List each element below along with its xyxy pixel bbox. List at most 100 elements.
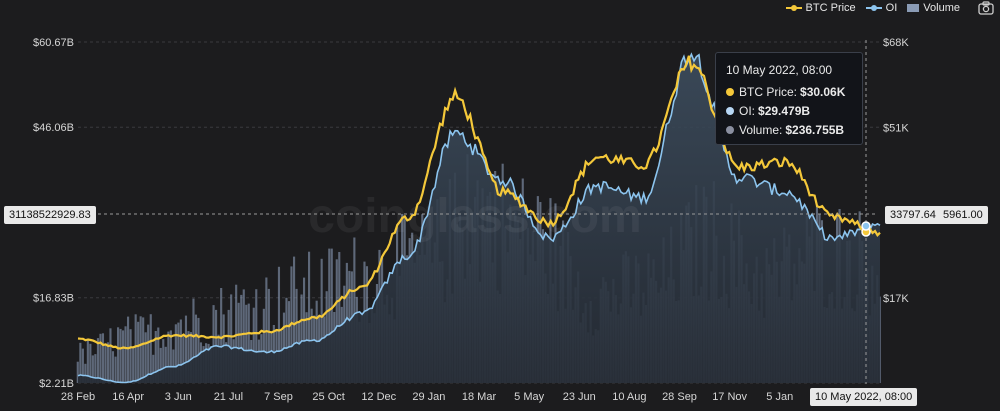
volume-bar	[124, 326, 127, 383]
x-tick-label: 5 May	[514, 391, 544, 403]
hover-tooltip: 10 May 2022, 08:00 BTC Price: $30.06K OI…	[715, 52, 863, 145]
volume-bar	[338, 252, 341, 383]
y-right-tick-label: $68K	[883, 37, 909, 49]
crosshair-right-value-a: 33797.64	[885, 206, 941, 224]
volume-bar	[134, 314, 137, 383]
x-tick-label: 25 Oct	[312, 391, 344, 403]
volume-bar	[139, 316, 142, 383]
volume-bar	[320, 258, 323, 383]
oi-area	[78, 54, 880, 384]
y-left-tick-label: $2.21B	[39, 378, 74, 390]
x-tick-label: 17 Nov	[712, 391, 747, 403]
volume-bar	[169, 330, 172, 383]
volume-bar	[300, 294, 303, 383]
volume-bar	[189, 332, 193, 383]
volume-bar	[129, 329, 132, 383]
x-tick-label: 28 Sep	[662, 391, 697, 403]
crosshair-right-value-b: 5961.00	[938, 206, 988, 224]
y-axis-right: $68K $51K $17K	[883, 37, 909, 305]
tooltip-title: 10 May 2022, 08:00	[726, 63, 833, 77]
volume-bar	[111, 351, 115, 383]
volume-bar	[237, 302, 240, 383]
volume-bar	[192, 298, 195, 383]
volume-bar	[119, 328, 122, 383]
volume-bar	[76, 361, 79, 383]
volume-bar	[157, 327, 160, 383]
legend: BTC Price OI Volume	[785, 2, 960, 14]
volume-bar	[247, 303, 250, 383]
volume-bar	[162, 339, 165, 383]
legend-label: BTC Price	[805, 2, 856, 14]
volume-bar	[179, 319, 182, 383]
volume-bar	[242, 289, 245, 383]
camera-icon[interactable]	[978, 1, 994, 15]
volume-bar	[127, 316, 130, 383]
x-tick-label: 5 Jan	[766, 391, 793, 403]
volume-bar	[187, 331, 190, 383]
volume-bar	[117, 327, 120, 383]
legend-swatch-btc	[785, 3, 802, 13]
volume-bar	[104, 343, 107, 383]
volume-bar	[152, 354, 155, 383]
legend-swatch-oi	[865, 3, 882, 13]
volume-bar	[184, 315, 188, 383]
volume-bar	[328, 248, 331, 383]
y-left-tick-label: $16.83B	[33, 293, 74, 305]
y-right-tick-label: $17K	[883, 293, 909, 305]
volume-bar	[245, 304, 248, 383]
volume-bar	[285, 297, 288, 383]
tooltip-value: $236.755B	[785, 123, 845, 137]
y-left-tick-label: $60.67B	[33, 37, 74, 49]
volume-bar	[308, 251, 311, 383]
x-tick-label: 16 Apr	[112, 391, 144, 403]
y-axis-left: $60.67B $46.06B $16.83B $2.21B	[33, 37, 74, 390]
x-tick-label: 18 Mar	[462, 391, 497, 403]
volume-bar	[220, 288, 223, 383]
volume-bar	[267, 288, 270, 383]
volume-bar	[194, 314, 198, 383]
volume-bar	[132, 347, 135, 383]
volume-bar	[212, 305, 215, 383]
volume-bar	[147, 324, 150, 383]
x-tick-label: 12 Dec	[361, 391, 396, 403]
volume-bar	[164, 346, 167, 383]
volume-bar	[84, 363, 87, 383]
volume-bar	[295, 288, 298, 383]
y-left-tick-label: $46.06B	[33, 122, 74, 134]
crosshair-date-label: 10 May 2022, 08:00	[810, 388, 918, 406]
volume-bar	[137, 321, 140, 383]
volume-bar	[197, 317, 200, 383]
volume-bar	[109, 328, 112, 383]
tooltip-label: BTC Price:	[739, 85, 798, 99]
volume-bar	[335, 259, 338, 383]
volume-bar	[81, 348, 84, 383]
volume-bar	[167, 331, 170, 383]
legend-item-oi[interactable]: OI	[865, 2, 898, 14]
volume-bar	[106, 342, 110, 383]
x-tick-label: 28 Feb	[61, 391, 95, 403]
oi-line	[77, 52, 881, 384]
volume-bar	[142, 317, 145, 383]
legend-label: OI	[885, 2, 898, 14]
watermark: coinglass.com	[308, 190, 641, 243]
volume-bar	[114, 356, 117, 383]
volume-bar	[89, 343, 92, 383]
volume-bar	[353, 237, 356, 383]
x-tick-label: 3 Jun	[165, 391, 192, 403]
volume-bar	[94, 354, 97, 383]
volume-bar	[144, 332, 147, 383]
tooltip-row-oi: OI: $29.479B	[726, 104, 852, 118]
volume-bar	[287, 301, 291, 383]
tooltip-row-btc: BTC Price: $30.06K	[726, 85, 852, 99]
legend-item-volume[interactable]: Volume	[907, 2, 960, 14]
volume-bar	[86, 340, 89, 383]
legend-item-btc-price[interactable]: BTC Price	[785, 2, 856, 14]
legend-swatch-volume	[907, 4, 920, 12]
volume-bar	[262, 308, 265, 383]
tooltip-dot	[726, 126, 734, 134]
volume-bar	[330, 248, 333, 383]
tooltip-value: $30.06K	[800, 85, 846, 99]
x-tick-label: 7 Sep	[264, 391, 293, 403]
volume-bar	[303, 277, 306, 383]
